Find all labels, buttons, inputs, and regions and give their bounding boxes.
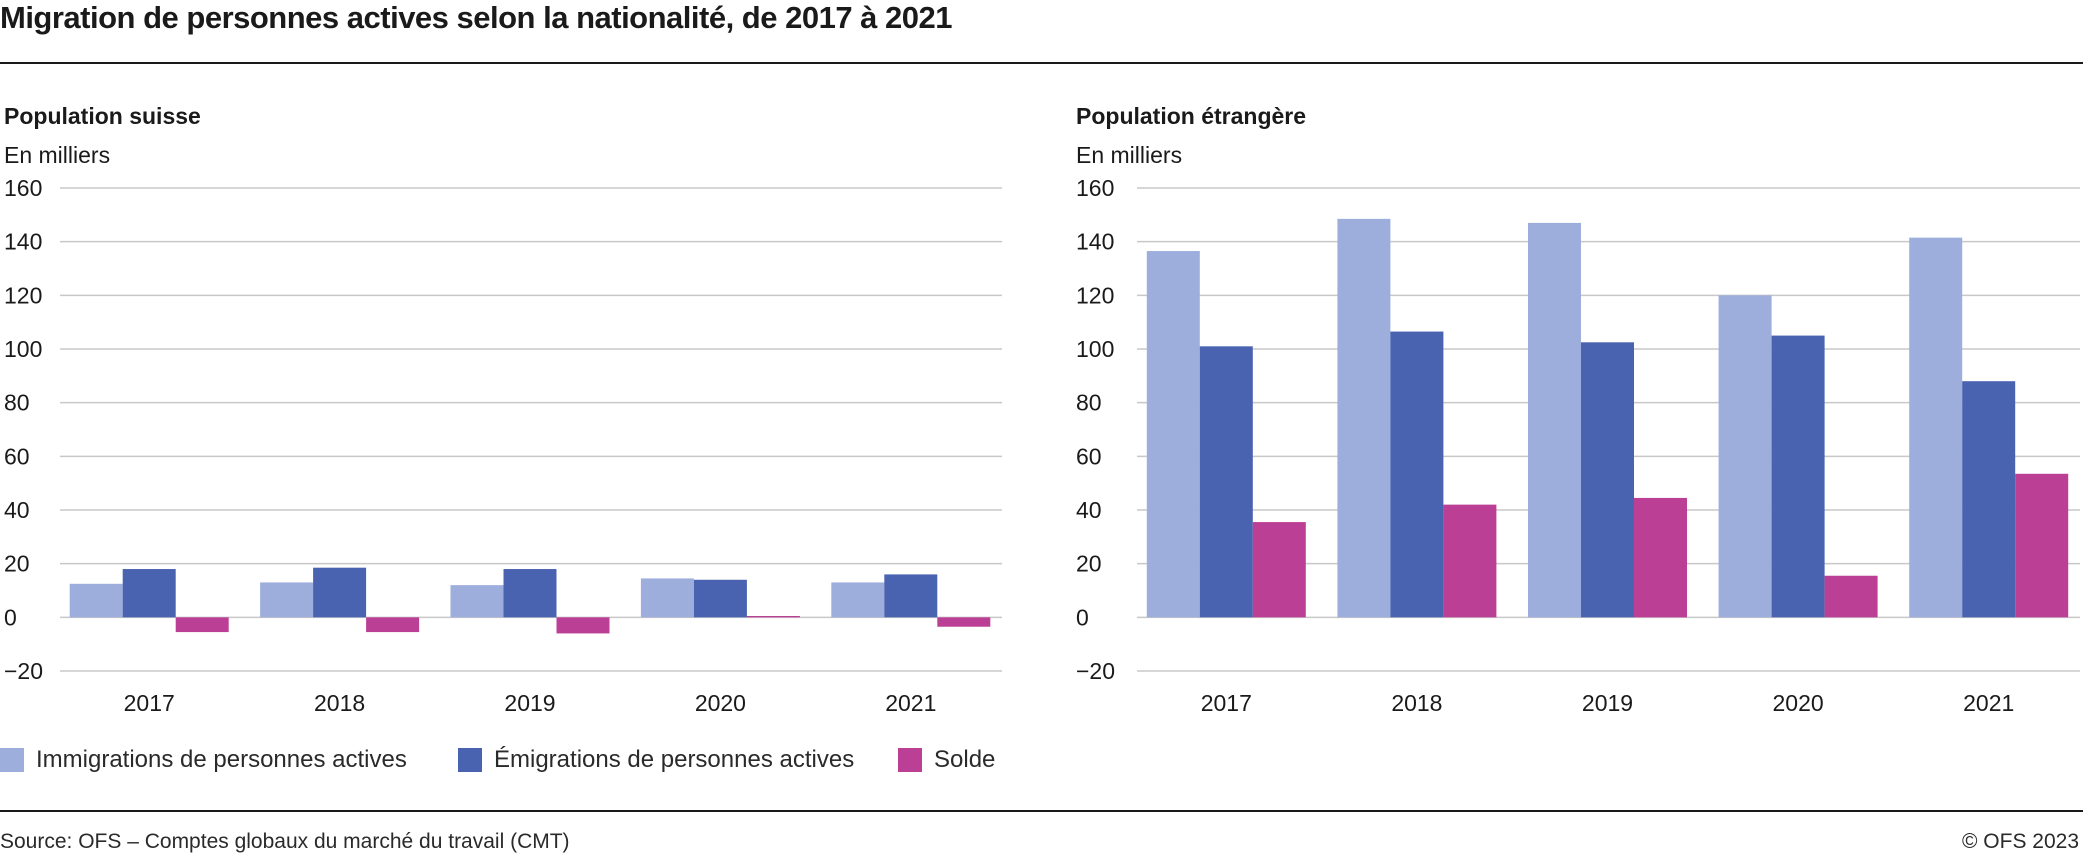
bar-emigrations	[693, 579, 747, 618]
y-tick-label: 40	[4, 497, 30, 523]
y-tick-label: 80	[4, 390, 30, 416]
legend-label-immigrations: Immigrations de personnes actives	[36, 746, 407, 773]
bar-immigrations	[260, 582, 314, 618]
y-tick-label: 20	[1076, 551, 1102, 577]
y-tick-label: 120	[1076, 282, 1114, 308]
legend-item-emigrations: Émigrations de personnes actives	[458, 745, 854, 775]
bar-solde	[556, 617, 610, 634]
legend-label-solde: Solde	[934, 746, 996, 773]
bar-immigrations	[450, 585, 504, 618]
bar-emigrations	[313, 567, 367, 618]
bar-emigrations	[1581, 342, 1634, 618]
chart-title: Migration de personnes actives selon la …	[0, 0, 953, 35]
legend-label-emigrations: Émigrations de personnes actives	[494, 746, 855, 773]
copyright-note: © OFS 2023	[1961, 830, 2079, 853]
bar-immigrations	[69, 583, 123, 618]
x-tick-label: 2017	[1201, 690, 1252, 716]
bar-emigrations	[1771, 335, 1825, 618]
y-tick-label: 20	[4, 551, 30, 577]
bar-immigrations	[1528, 222, 1581, 618]
bar-solde	[1824, 575, 1878, 618]
bar-solde	[2015, 473, 2069, 618]
y-tick-label: 80	[1076, 390, 1102, 416]
y-tick-label: 120	[4, 282, 42, 308]
y-tick-label: 140	[4, 229, 42, 255]
bar-emigrations	[1390, 331, 1444, 618]
bar-immigrations	[1337, 218, 1391, 618]
y-axis-unit-label: En milliers	[4, 142, 110, 168]
bar-emigrations	[503, 569, 557, 618]
bar-immigrations	[831, 582, 885, 618]
x-tick-label: 2021	[885, 690, 936, 716]
bar-emigrations	[884, 574, 938, 618]
y-tick-label: 0	[1076, 604, 1089, 630]
legend-swatch-immigrations	[0, 748, 24, 772]
y-tick-label: 160	[1076, 175, 1114, 201]
y-tick-label: 160	[4, 175, 42, 201]
bar-emigrations	[122, 569, 176, 618]
legend-swatch-emigrations	[458, 748, 482, 772]
bar-solde	[175, 617, 229, 633]
x-tick-label: 2019	[504, 690, 555, 716]
legend-swatch-solde	[898, 748, 922, 772]
legend-item-immigrations: Immigrations de personnes actives	[0, 745, 407, 775]
bar-immigrations	[1146, 251, 1200, 618]
bottom-divider	[0, 810, 2083, 812]
x-tick-label: 2020	[1773, 690, 1824, 716]
bar-solde	[1252, 522, 1306, 618]
bar-solde	[746, 615, 800, 618]
y-tick-label: 0	[4, 604, 17, 630]
bar-solde	[1443, 504, 1497, 618]
top-divider	[0, 62, 2083, 64]
source-note: Source: OFS – Comptes globaux du marché …	[0, 830, 570, 853]
y-tick-label: 140	[1076, 229, 1114, 255]
y-tick-label: 100	[4, 336, 42, 362]
panel-title: Population étrangère	[1076, 103, 1306, 129]
x-tick-label: 2018	[1391, 690, 1442, 716]
y-tick-label: −20	[1076, 658, 1115, 684]
y-tick-label: 100	[1076, 336, 1114, 362]
bar-solde	[366, 617, 420, 633]
x-tick-label: 2019	[1582, 690, 1633, 716]
x-tick-label: 2018	[314, 690, 365, 716]
y-tick-label: 60	[4, 443, 30, 469]
x-tick-label: 2020	[695, 690, 746, 716]
bar-immigrations	[1909, 237, 1963, 618]
x-tick-label: 2021	[1963, 690, 2014, 716]
bar-emigrations	[1962, 381, 2016, 618]
y-tick-label: 40	[1076, 497, 1102, 523]
panel-title: Population suisse	[4, 103, 201, 129]
x-tick-label: 2017	[124, 690, 175, 716]
bar-solde	[937, 617, 991, 627]
legend-item-solde: Solde	[898, 745, 995, 775]
y-tick-label: 60	[1076, 443, 1102, 469]
y-tick-label: −20	[4, 658, 43, 684]
bar-emigrations	[1199, 346, 1253, 618]
bar-solde	[1634, 497, 1687, 618]
bar-immigrations	[640, 578, 694, 618]
bar-immigrations	[1718, 295, 1772, 618]
y-axis-unit-label: En milliers	[1076, 142, 1182, 168]
